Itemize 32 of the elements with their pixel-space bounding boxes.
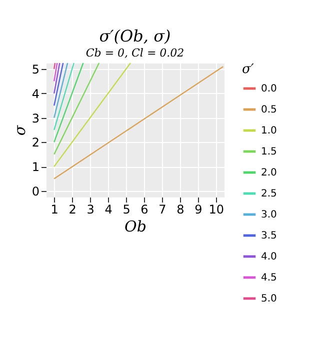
legend-label: 0.0 (261, 84, 277, 94)
y-tick-label: 4 (32, 86, 40, 101)
y-tick-label: 1 (32, 160, 40, 174)
legend-title: σ′ (242, 62, 254, 77)
y-tick-label: 5 (32, 62, 40, 77)
legend-label: 4.0 (261, 252, 277, 262)
legend-label: 4.5 (261, 272, 277, 284)
x-axis-title: Ob (124, 218, 146, 236)
x-tick-label: 1 (50, 202, 58, 216)
legend-label: 3.0 (261, 210, 277, 220)
x-tick-label: 3 (86, 202, 94, 216)
legend-label: 2.5 (261, 188, 277, 200)
legend-label: 3.5 (261, 230, 277, 242)
x-tick-label: 10 (208, 202, 224, 216)
chart-title: σ′(Ob, σ) (99, 26, 171, 46)
x-tick-label: 8 (176, 202, 184, 216)
y-axis-title: σ (10, 124, 29, 136)
chart-subtitle: Cb = 0, Cl = 0.02 (86, 46, 184, 60)
legend-label: 1.5 (261, 146, 277, 158)
legend-label: 2.0 (261, 168, 277, 178)
x-tick-label: 2 (68, 202, 76, 216)
legend-label: 5.0 (261, 294, 277, 304)
x-tick-label: 7 (158, 202, 166, 216)
x-tick-label: 4 (104, 202, 112, 216)
y-tick-label: 0 (32, 184, 40, 198)
x-tick-label: 5 (122, 202, 130, 216)
legend-label: 0.5 (261, 104, 277, 116)
y-tick-label: 2 (32, 136, 40, 150)
y-tick-label: 3 (32, 111, 40, 126)
x-tick-label: 6 (140, 202, 148, 216)
legend-label: 1.0 (261, 126, 277, 136)
x-tick-label: 9 (194, 202, 202, 216)
